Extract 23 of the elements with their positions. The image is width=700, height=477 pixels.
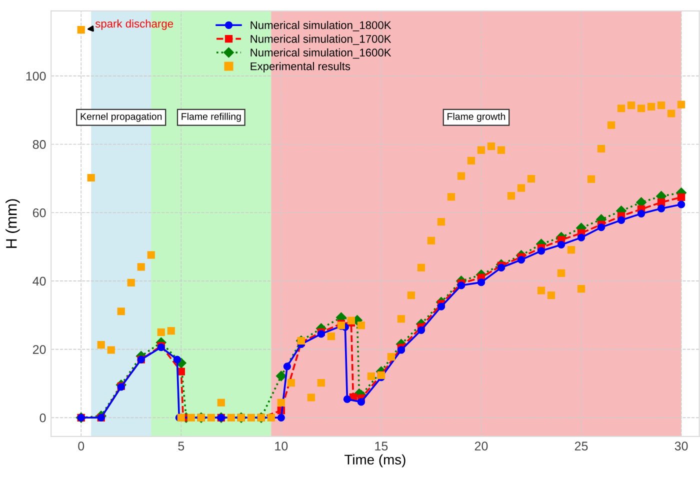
y-tick-label: 100 — [26, 72, 46, 81]
x-tick-label: 15 — [375, 442, 388, 450]
x-axis-title: Time (ms) — [344, 454, 406, 468]
y-tick-label: 80 — [32, 140, 46, 149]
legend-label: Numerical simulation_1600K — [250, 48, 392, 59]
x-tick-label: 25 — [574, 442, 588, 450]
y-tick-label: 40 — [32, 276, 46, 286]
band-label: Flame growth — [448, 112, 506, 122]
x-tick-label: 10 — [275, 442, 288, 450]
x-tick-label: 5 — [178, 442, 184, 450]
x-tick-label: 0 — [78, 442, 84, 450]
band-label: Kernel propagation — [80, 112, 162, 122]
legend-label: Numerical simulation_1800K — [250, 20, 392, 32]
y-tick-label: 60 — [32, 208, 46, 218]
y-axis-title: H (mm) — [6, 199, 20, 248]
x-tick-label: 20 — [474, 442, 488, 450]
y-tick-label: 0 — [40, 413, 46, 422]
x-tick-label: 30 — [674, 442, 688, 450]
annotation: spark discharge — [95, 19, 174, 30]
legend-label: Experimental results — [250, 62, 350, 72]
legend-label: Numerical simulation_1700K — [250, 34, 392, 45]
band-label: Flame refilling — [182, 112, 241, 122]
y-tick-label: 20 — [32, 345, 46, 354]
